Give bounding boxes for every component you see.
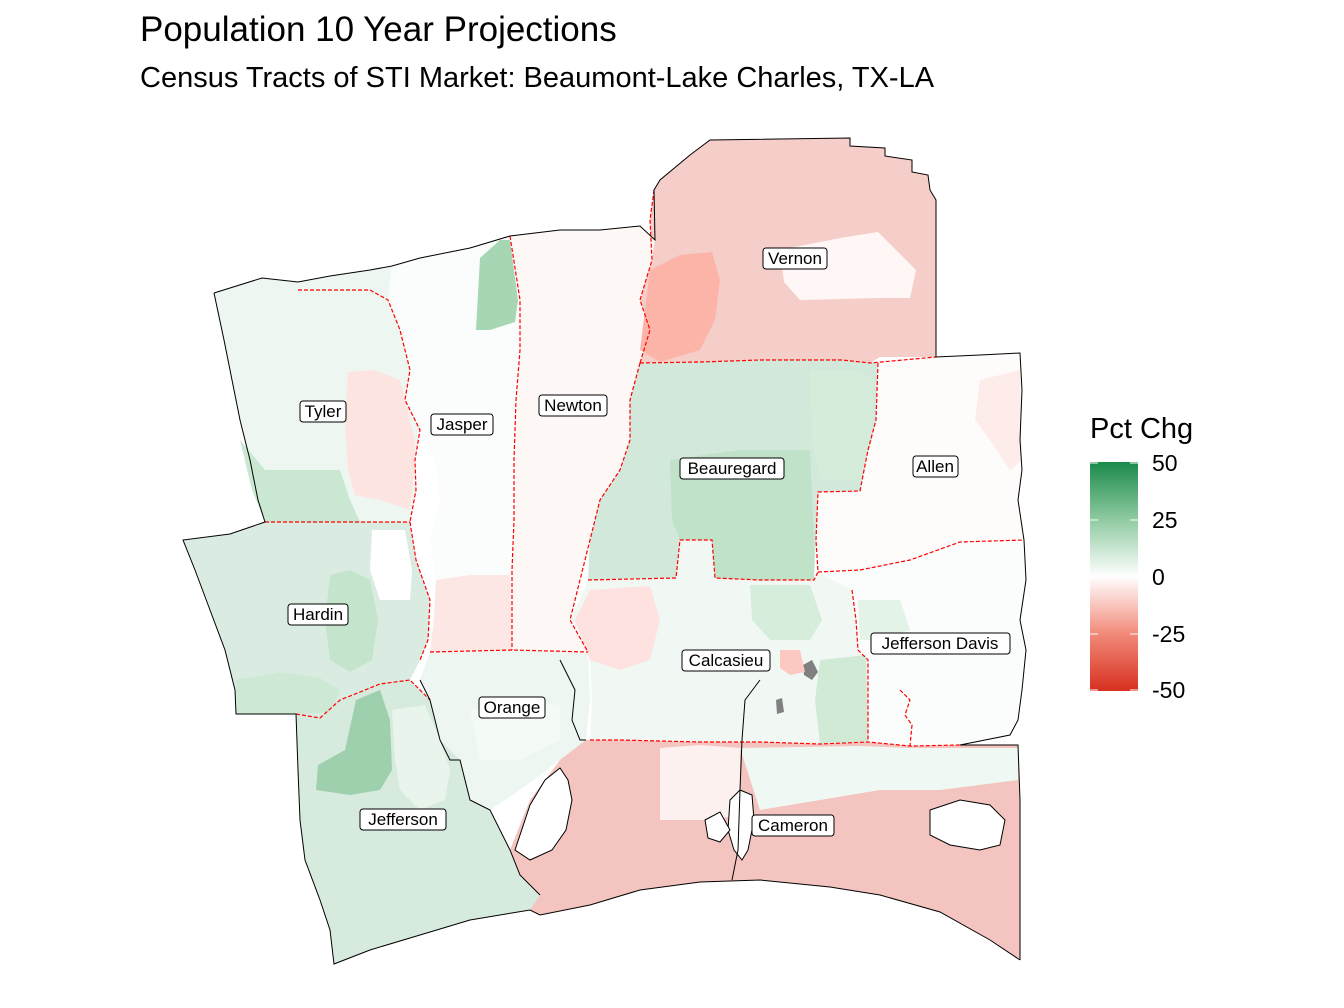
sabine-lake bbox=[514, 767, 573, 861]
white-lake-area bbox=[704, 811, 731, 843]
county-label-newton: Newton bbox=[538, 394, 608, 417]
county-area-cameron[interactable] bbox=[510, 740, 1020, 960]
county-label-jasper: Jasper bbox=[430, 413, 494, 436]
tract-calcasieu-west bbox=[575, 586, 660, 670]
tract-hardin-center bbox=[370, 530, 412, 600]
boundary-jdavis-notch bbox=[899, 689, 913, 747]
boundary-tyler-jasper bbox=[298, 289, 421, 523]
svg-text:Beauregard: Beauregard bbox=[688, 459, 777, 478]
county-label-jefferson: Jefferson bbox=[359, 808, 447, 831]
county-area-jasper[interactable] bbox=[388, 236, 520, 652]
tract-lake-charles-decline bbox=[780, 650, 805, 675]
tract-cameron-center bbox=[660, 745, 740, 820]
boundary-calcasieu-jdavis bbox=[851, 589, 869, 742]
boundary-hardin-jasper bbox=[409, 521, 431, 661]
svg-text:Calcasieu: Calcasieu bbox=[689, 651, 764, 670]
calcasieu-lake bbox=[727, 789, 755, 861]
tract-shading bbox=[236, 232, 1022, 820]
tract-hardin-east bbox=[325, 570, 378, 672]
tract-allen-east bbox=[975, 370, 1022, 470]
tract-jdavis-west bbox=[858, 600, 910, 640]
map-title: Population 10 Year Projections bbox=[140, 10, 617, 49]
outline-calcasieu-channel bbox=[731, 679, 761, 881]
boundary-vernon-beauregard bbox=[639, 356, 937, 364]
county-boundaries bbox=[265, 189, 1025, 747]
svg-text:Vernon: Vernon bbox=[768, 249, 822, 268]
tract-jefferson-beaumont bbox=[392, 705, 450, 810]
boundary-calcasieu-cameron bbox=[590, 739, 961, 747]
outline-west bbox=[182, 292, 1021, 965]
svg-text:Jasper: Jasper bbox=[436, 415, 487, 434]
boundary-beauregard-calcasieu bbox=[587, 539, 819, 581]
svg-text:Tyler: Tyler bbox=[305, 402, 342, 421]
svg-text:Jefferson: Jefferson bbox=[368, 810, 438, 829]
legend-label-neg50: -50 bbox=[1152, 677, 1186, 703]
boundary-beauregard-allen bbox=[815, 362, 879, 573]
tract-beauregard-center bbox=[670, 450, 814, 580]
tract-lake-charles-missing-1 bbox=[803, 660, 818, 680]
svg-text:Hardin: Hardin bbox=[293, 605, 343, 624]
legend-colorbar bbox=[1090, 462, 1138, 691]
tract-jasper-south bbox=[430, 575, 512, 652]
outline-orange-river bbox=[559, 659, 586, 741]
legend-label-50: 50 bbox=[1152, 450, 1178, 476]
legend-label-25: 25 bbox=[1152, 507, 1178, 533]
county-labels: Vernon Tyler Jasper Newton Beauregard Al… bbox=[287, 247, 1011, 837]
tract-hardin-south bbox=[236, 672, 340, 714]
boundary-hardin-jefferson bbox=[295, 679, 431, 719]
county-label-allen: Allen bbox=[912, 455, 959, 478]
county-label-orange: Orange bbox=[478, 696, 546, 719]
outline-sabine-river bbox=[419, 679, 541, 896]
tract-tyler-south bbox=[240, 440, 360, 522]
tract-beauregard-east bbox=[810, 370, 874, 480]
boundary-tx-la-north bbox=[639, 189, 655, 364]
county-label-calcasieu: Calcasieu bbox=[681, 649, 771, 672]
boundary-jasper-orange bbox=[429, 649, 589, 653]
boundary-allen-jdavis bbox=[817, 539, 1025, 573]
svg-text:Allen: Allen bbox=[916, 457, 954, 476]
boundary-jasper-newton bbox=[509, 235, 521, 650]
tract-tyler-east bbox=[345, 370, 415, 510]
svg-text:Jefferson Davis: Jefferson Davis bbox=[882, 634, 999, 653]
county-label-jefferson-davis: Jefferson Davis bbox=[870, 632, 1011, 655]
legend-label-neg25: -25 bbox=[1152, 621, 1186, 647]
boundary-newton-calcasieu bbox=[569, 362, 641, 653]
county-label-hardin: Hardin bbox=[287, 603, 349, 626]
svg-text:Cameron: Cameron bbox=[758, 816, 828, 835]
tract-jefferson-west bbox=[316, 690, 392, 795]
county-label-cameron: Cameron bbox=[751, 814, 835, 837]
market-outline bbox=[182, 137, 1027, 965]
county-label-tyler: Tyler bbox=[299, 400, 347, 423]
county-label-beauregard: Beauregard bbox=[679, 457, 785, 480]
grand-lake bbox=[929, 799, 1006, 851]
tract-vernon-southwest bbox=[640, 252, 720, 362]
legend-tick-marks bbox=[1090, 462, 1138, 691]
tract-cameron-north bbox=[740, 746, 1018, 810]
water-bodies bbox=[514, 767, 1006, 861]
county-label-vernon: Vernon bbox=[762, 247, 828, 270]
county-area-newton[interactable] bbox=[510, 226, 655, 652]
map-subtitle: Census Tracts of STI Market: Beaumont-La… bbox=[140, 62, 935, 94]
svg-text:Newton: Newton bbox=[544, 396, 602, 415]
tract-calcasieu-north bbox=[750, 585, 822, 640]
outline-north bbox=[213, 137, 1027, 960]
legend-label-0: 0 bbox=[1152, 564, 1165, 590]
legend-title: Pct Chg bbox=[1090, 413, 1194, 445]
tract-lake-charles-missing-2 bbox=[776, 698, 784, 714]
tract-calcasieu-southeast bbox=[815, 655, 868, 744]
tract-tyler-northeast bbox=[476, 240, 518, 330]
svg-text:Orange: Orange bbox=[484, 698, 541, 717]
